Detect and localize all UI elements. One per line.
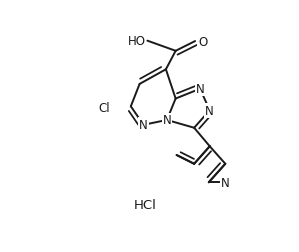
Text: Cl: Cl [99, 101, 110, 114]
Text: HO: HO [127, 35, 145, 48]
Text: N: N [205, 104, 214, 117]
Text: N: N [221, 176, 230, 189]
Text: O: O [198, 36, 207, 48]
Text: N: N [139, 119, 148, 132]
Text: HCl: HCl [134, 198, 157, 211]
Text: N: N [162, 114, 171, 127]
Text: N: N [196, 83, 205, 96]
